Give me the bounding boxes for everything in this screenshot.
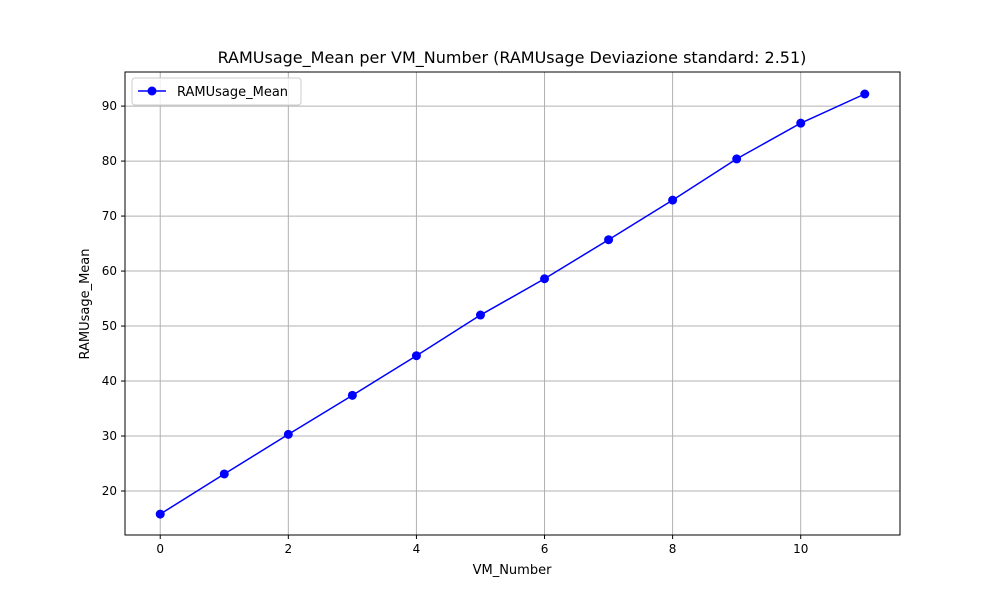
y-tick-label: 50 [102, 319, 117, 333]
data-point [347, 390, 357, 400]
plot-area-frame [124, 71, 901, 536]
x-tick-label: 10 [793, 542, 808, 556]
data-point [155, 509, 165, 519]
data-point [540, 274, 550, 284]
y-axis-ticks: 20 30 40 50 60 70 80 90 [102, 99, 125, 498]
y-axis-label: RAMUsage_Mean [78, 248, 93, 359]
x-tick-label: 8 [669, 542, 677, 556]
x-tick-label: 2 [285, 542, 293, 556]
legend-box [131, 77, 302, 106]
data-point [732, 154, 742, 164]
y-tick-label: 30 [102, 429, 117, 443]
series-layer [155, 89, 870, 519]
y-tick-label: 40 [102, 374, 117, 388]
y-tick-label: 60 [102, 264, 117, 278]
data-point [219, 469, 229, 479]
x-tick-label: 4 [413, 542, 421, 556]
legend-marker-swatch [147, 86, 157, 96]
x-axis-label: VM_Number [473, 563, 552, 578]
data-point [604, 235, 614, 245]
x-axis-ticks: 0 2 4 6 8 10 [156, 535, 808, 556]
data-point [411, 351, 421, 361]
data-point [475, 310, 485, 320]
y-tick-label: 70 [102, 209, 117, 223]
x-tick-label: 0 [156, 542, 164, 556]
y-tick-label: 20 [102, 484, 117, 498]
legend-label: RAMUsage_Mean [177, 85, 288, 100]
data-point [796, 118, 806, 128]
data-point [668, 195, 678, 205]
data-point [283, 429, 293, 439]
y-tick-label: 90 [102, 99, 117, 113]
data-point [860, 89, 870, 99]
series-line [159, 93, 866, 515]
x-tick-label: 6 [541, 542, 549, 556]
grid-layer [125, 72, 900, 535]
legend: RAMUsage_Mean [131, 77, 302, 106]
y-tick-label: 80 [102, 154, 117, 168]
chart-title: RAMUsage_Mean per VM_Number (RAMUsage De… [218, 48, 807, 68]
